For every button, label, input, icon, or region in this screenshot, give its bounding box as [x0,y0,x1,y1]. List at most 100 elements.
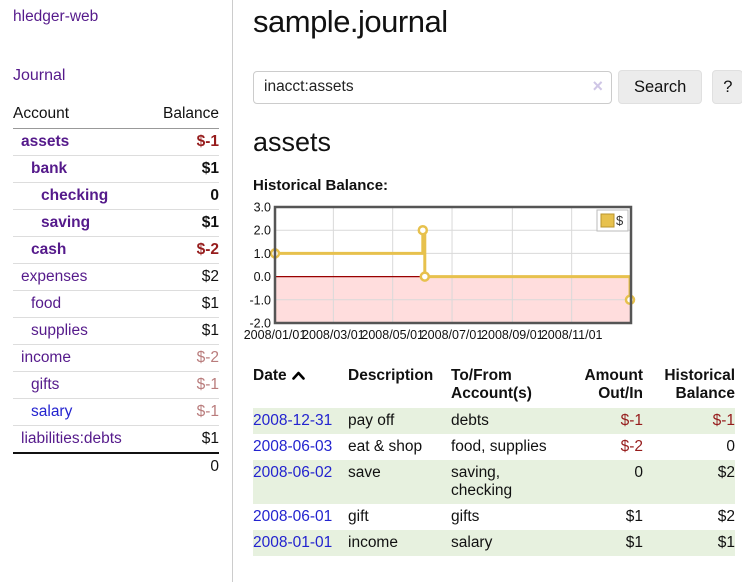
search-input[interactable] [253,70,612,104]
transactions-header-row: Date Description To/From Account(s) Amou… [253,364,735,408]
svg-text:2008/05/01: 2008/05/01 [361,328,424,342]
account-link[interactable]: assets [21,133,70,150]
transactions-header-accounts: To/From Account(s) [451,367,532,402]
svg-text:2008/07/01: 2008/07/01 [421,328,484,342]
account-link[interactable]: food [31,295,62,312]
account-link[interactable]: income [21,349,71,366]
account-balance: $-1 [148,128,219,156]
transaction-accounts: salary [451,530,563,556]
transactions-header-date[interactable]: Date [253,364,348,408]
account-link[interactable]: checking [41,187,109,204]
transaction-amount: $-1 [563,408,643,434]
app-title: hledger-web [13,8,219,26]
transactions-header-amount: Amount Out/In [584,367,643,402]
account-balance: $-2 [148,236,219,264]
account-balance: $-1 [148,371,219,399]
account-balance: $1 [148,209,219,237]
account-row: checking 0 [13,182,219,210]
account-balance: $1 [148,290,219,318]
svg-text:0.0: 0.0 [254,270,271,284]
transaction-balance: $2 [643,460,735,504]
account-link[interactable]: expenses [21,268,88,285]
account-link[interactable]: bank [31,160,68,177]
transaction-date-link[interactable]: 2008-06-01 [253,508,333,525]
sidebar-item-journal[interactable]: Journal [13,67,66,84]
account-balance: $-1 [148,398,219,426]
sidebar: hledger-web Journal Account Balance asse… [0,0,233,582]
help-button[interactable]: ? [712,70,742,104]
svg-text:$: $ [616,213,624,228]
account-row: gifts $-1 [13,371,219,399]
app-title-link[interactable]: hledger-web [13,8,99,25]
transaction-date-link[interactable]: 2008-12-31 [253,412,333,429]
transaction-accounts: debts [451,408,563,434]
date-header-label: Date [253,367,287,384]
svg-text:1.0: 1.0 [254,247,271,261]
search-button[interactable]: Search [618,70,703,104]
account-balance: $1 [148,425,219,454]
account-row: income $-2 [13,344,219,372]
transaction-description: income [348,530,451,556]
svg-text:2008/11/01: 2008/11/01 [541,328,603,342]
accounts-header-row: Account Balance [13,102,219,129]
transactions-header-description: Description [348,367,434,384]
accounts-total-spacer [13,452,149,480]
svg-text:-1.0: -1.0 [249,293,271,307]
account-link[interactable]: gifts [31,376,60,393]
account-row: expenses $2 [13,263,219,291]
transaction-amount: 0 [563,460,643,504]
sort-ascending-icon [291,371,305,380]
accounts-header-account: Account [13,102,149,129]
transaction-description: save [348,460,451,504]
transaction-accounts: food, supplies [451,438,547,455]
search-form: × Search ? [253,70,742,104]
transaction-date-cell: 2008-06-01 [253,504,348,530]
transaction-date-link[interactable]: 2008-01-01 [253,534,333,551]
main-content: sample.journal × Search ? assets Histori… [233,0,742,582]
account-link[interactable]: cash [31,241,67,258]
transactions-header-balance: Historical Balance [664,367,735,402]
account-row: bank $1 [13,155,219,183]
account-balance: $-2 [148,344,219,372]
search-input-wrap: × [253,70,612,104]
transaction-description: eat & shop [348,438,423,455]
account-row: cash $-2 [13,236,219,264]
svg-text:2008/03/01: 2008/03/01 [302,328,365,342]
account-link[interactable]: salary [31,403,73,420]
transaction-description: pay off [348,408,451,434]
chart-heading: Historical Balance: [253,177,389,194]
accounts-total-value: 0 [148,452,219,480]
account-link[interactable]: supplies [31,322,88,339]
transaction-row: 2008-06-01 gift gifts $1 $2 [253,504,735,530]
svg-text:2008/01/01: 2008/01/01 [244,328,307,342]
transaction-row: 2008-06-03 eat & shop food, supplies $-2 0 [253,434,735,460]
transaction-date-link[interactable]: 2008-06-02 [253,464,333,481]
account-balance: $1 [148,317,219,345]
account-heading: assets [253,127,332,157]
transaction-date-cell: 2008-12-31 [253,408,348,434]
clear-search-icon[interactable]: × [592,75,603,96]
svg-text:-2.0: -2.0 [249,317,271,331]
account-row: saving $1 [13,209,219,237]
accounts-table: Account Balance assets $-1 bank $1 checking 0… [13,102,219,480]
transaction-row: 2008-06-02 save saving, checking 0 $2 [253,460,735,504]
transaction-description: gift [348,508,369,525]
account-row: salary $-1 [13,398,219,426]
page-title: sample.journal [253,4,448,39]
transaction-balance: $-1 [643,408,735,434]
historical-balance-chart: $3.0 2.0 1.0 0.0 -1.0 -2.0 2008/01/01 2008/03/0… [244,201,742,347]
account-row: liabilities:debts $1 [13,425,219,454]
transaction-date-cell: 2008-06-03 [253,434,348,460]
account-row: supplies $1 [13,317,219,345]
transaction-date-link[interactable]: 2008-06-03 [253,438,333,455]
transaction-row: 2008-01-01 income salary $1 $1 [253,530,735,556]
transaction-accounts: gifts [451,508,480,525]
svg-text:3.0: 3.0 [254,201,271,215]
accounts-header-balance: Balance [148,102,219,129]
account-balance: $2 [148,263,219,291]
transaction-amount: $1 [563,530,643,556]
account-link[interactable]: liabilities:debts [21,430,122,447]
account-link[interactable]: saving [41,214,91,231]
transactions-table: Date Description To/From Account(s) Amou… [253,364,735,556]
transaction-date-cell: 2008-01-01 [253,530,348,556]
